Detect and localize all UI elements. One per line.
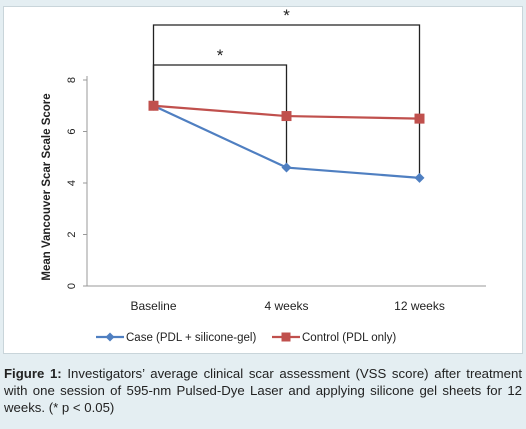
figure-caption: Figure 1: Investigators’ average clinica… xyxy=(4,365,522,416)
legend-label: Case (PDL + silicone-gel) xyxy=(126,332,256,344)
y-tick-label: 4 xyxy=(66,180,78,186)
significance-star: * xyxy=(217,46,224,65)
chart-panel: 0 2 4 6 8 Mean Vancouver Scar Scale Score Base… xyxy=(3,6,523,354)
x-category-label: 12 weeks xyxy=(394,299,445,313)
data-point-diamond xyxy=(281,162,292,173)
data-point-square xyxy=(414,113,425,124)
significance-bracket xyxy=(152,64,288,168)
significance-star: * xyxy=(283,7,290,25)
y-tick-label: 8 xyxy=(66,77,78,83)
y-tick-label: 2 xyxy=(66,231,78,237)
data-point-diamond xyxy=(414,172,425,183)
y-tick-label: 6 xyxy=(66,128,78,134)
y-tick-label: 0 xyxy=(66,283,78,289)
x-category-label: 4 weeks xyxy=(264,299,308,313)
caption-text: Investigators’ average clinical scar ass… xyxy=(4,366,523,415)
data-point-square xyxy=(281,111,292,122)
y-axis-title: Mean Vancouver Scar Scale Score xyxy=(41,93,53,280)
legend-marker-square xyxy=(281,332,291,342)
data-point-square xyxy=(148,100,159,111)
legend-marker-diamond xyxy=(105,332,115,342)
line-chart: 0 2 4 6 8 Mean Vancouver Scar Scale Score Base… xyxy=(41,7,486,344)
x-category-label: Baseline xyxy=(130,299,176,313)
legend-label: Control (PDL only) xyxy=(302,332,396,344)
caption-label: Figure 1: xyxy=(4,366,62,381)
